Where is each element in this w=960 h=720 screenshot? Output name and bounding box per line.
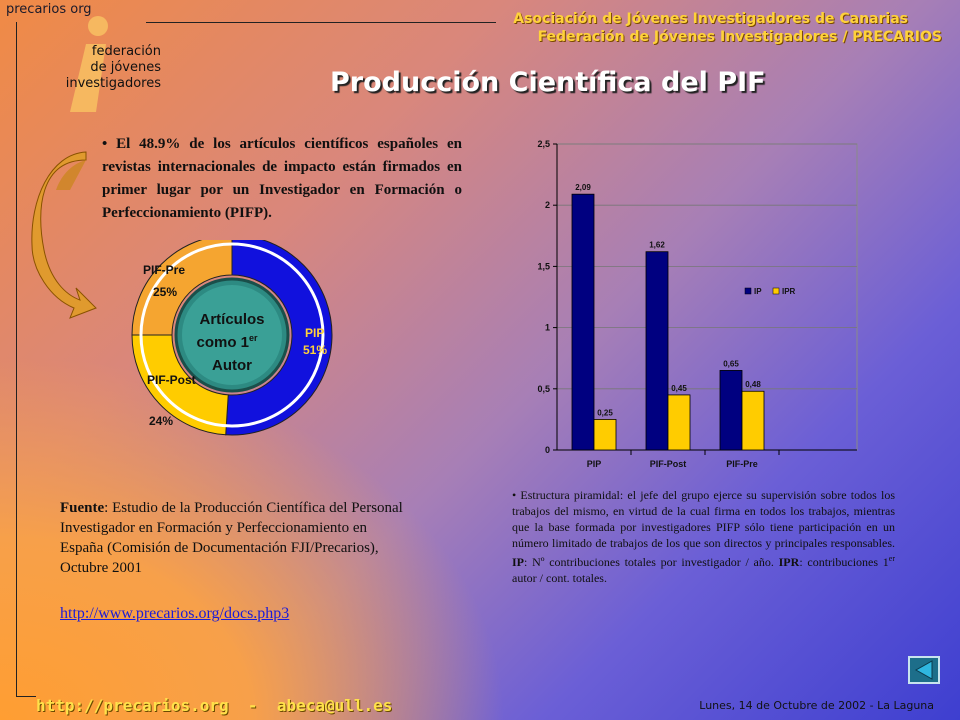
donut-chart: Artículos como 1er Autor PIP 51% PIF-Pos…: [131, 240, 333, 436]
donut-label-pif-pre: PIF-Pre: [143, 263, 185, 277]
donut-ring: [139, 242, 325, 428]
donut-center-inner: [182, 285, 282, 385]
page-title: Producción Científica del PIF: [330, 67, 766, 98]
donut-center-line-2-main: como 1: [196, 334, 249, 351]
bar-value-label: 0,48: [745, 380, 761, 389]
note-paragraph: • Estructura piramidal: el jefe del grup…: [512, 487, 895, 586]
note-intro: Estructura piramidal: el jefe del grupo …: [512, 488, 895, 550]
assoc-line-2: Federación de Jóvenes Investigadores / P…: [537, 29, 942, 45]
donut-slice-pif-pre: [131, 240, 233, 336]
bar-ip: [571, 193, 595, 451]
bar-value-label: 0,65: [723, 359, 739, 368]
y-tick-label: 1: [545, 323, 550, 333]
bar-ipr: [741, 390, 765, 451]
note-ipr-label: IPR: [778, 555, 800, 569]
bullet-dot: •: [102, 136, 117, 152]
bar-plot: 0 0,5 1 1,5 2 2,5 PIP 2,09 0,25 PIF-Post 1,62 0,45 P…: [537, 139, 858, 469]
logo-text: federación de jóvenes investigadores: [56, 44, 161, 92]
bullet-text: El 48.9% de los artículos científicos es…: [102, 136, 462, 221]
bar-value-label: 0,45: [671, 384, 687, 393]
logo-line-1: federación: [91, 44, 161, 59]
bar-ipr: [667, 394, 691, 451]
note-ipr-text-pre: : contribuciones 1: [799, 555, 889, 569]
y-tick-label: 0: [545, 445, 550, 455]
footer-link[interactable]: http://precarios.org - abeca@ull.es: [36, 696, 393, 715]
curved-arrow-icon: [31, 151, 97, 319]
donut-center-line-1: Artículos: [199, 311, 264, 328]
donut-label-pif-post: PIF-Post: [147, 373, 196, 387]
bottom-rule: [16, 696, 36, 697]
x-tick-label: PIF-Pre: [726, 459, 758, 469]
bullet-paragraph: • El 48.9% de los artículos científicos …: [102, 133, 462, 225]
donut-center-line-3: Autor: [212, 357, 252, 374]
bar-value-label: 2,09: [575, 183, 591, 192]
note-bullet: •: [512, 488, 521, 502]
note-ip-label: IP: [512, 555, 524, 569]
donut-center-line-2: como 1er: [196, 333, 258, 351]
assoc-line-1: Asociación de Jóvenes Investigadores de …: [513, 11, 908, 27]
donut-pct-pif-post: 24%: [149, 414, 173, 428]
nav-button[interactable]: [908, 656, 940, 684]
x-tick-label: PIP: [587, 459, 602, 469]
bar-ip: [645, 251, 669, 451]
donut-pct-pip: 51%: [303, 343, 327, 357]
note-ipr-sup: er: [888, 554, 896, 563]
source-label: Fuente: [60, 500, 105, 516]
plot-frame: [556, 143, 858, 451]
logo-line-2: de jóvenes: [90, 60, 161, 75]
logo-i-icon: [70, 16, 108, 112]
legend-label: IPR: [782, 287, 796, 296]
legend-swatch: [772, 287, 780, 295]
donut-slices: [131, 240, 333, 436]
legend-label: IP: [754, 287, 762, 296]
y-tick-label: 2,5: [537, 139, 550, 149]
bar-value-label: 0,25: [597, 408, 613, 417]
y-tick-label: 1,5: [537, 261, 550, 271]
source-link[interactable]: http://www.precarios.org/docs.php3: [60, 605, 290, 622]
bar-value-label: 1,62: [649, 241, 665, 250]
bar-ip: [719, 370, 743, 451]
triangle-left-icon: [914, 660, 933, 680]
footer-date: Lunes, 14 de Octubre de 2002 - La Laguna: [699, 699, 934, 712]
bar-chart: 0 0,5 1 1,5 2 2,5 PIP 2,09 0,25 PIF-Post 1,62 0,45 P…: [537, 139, 858, 469]
source-text: Fuente: Estudio de la Producción Científ…: [60, 498, 405, 578]
top-rule: [146, 22, 496, 23]
logo-line-3: investigadores: [65, 76, 161, 91]
y-tick-label: 0,5: [537, 384, 550, 394]
y-tick-label: 2: [545, 200, 550, 210]
donut-center-line-2-sup: er: [249, 333, 258, 343]
x-tick-label: PIF-Post: [650, 459, 687, 469]
left-rule: [16, 22, 17, 697]
source-body: : Estudio de la Producción Científica de…: [60, 500, 403, 576]
donut-pct-pif-pre: 25%: [153, 285, 177, 299]
note-ip-text: : Nº contribuciones totales por investig…: [524, 555, 779, 569]
bar-ipr: [593, 418, 617, 451]
donut-label-pip: PIP: [305, 326, 324, 340]
legend-swatch: [744, 287, 752, 295]
note-ipr-text-post: autor / cont. totales.: [512, 571, 607, 585]
brand-text: precarios org: [6, 2, 92, 17]
